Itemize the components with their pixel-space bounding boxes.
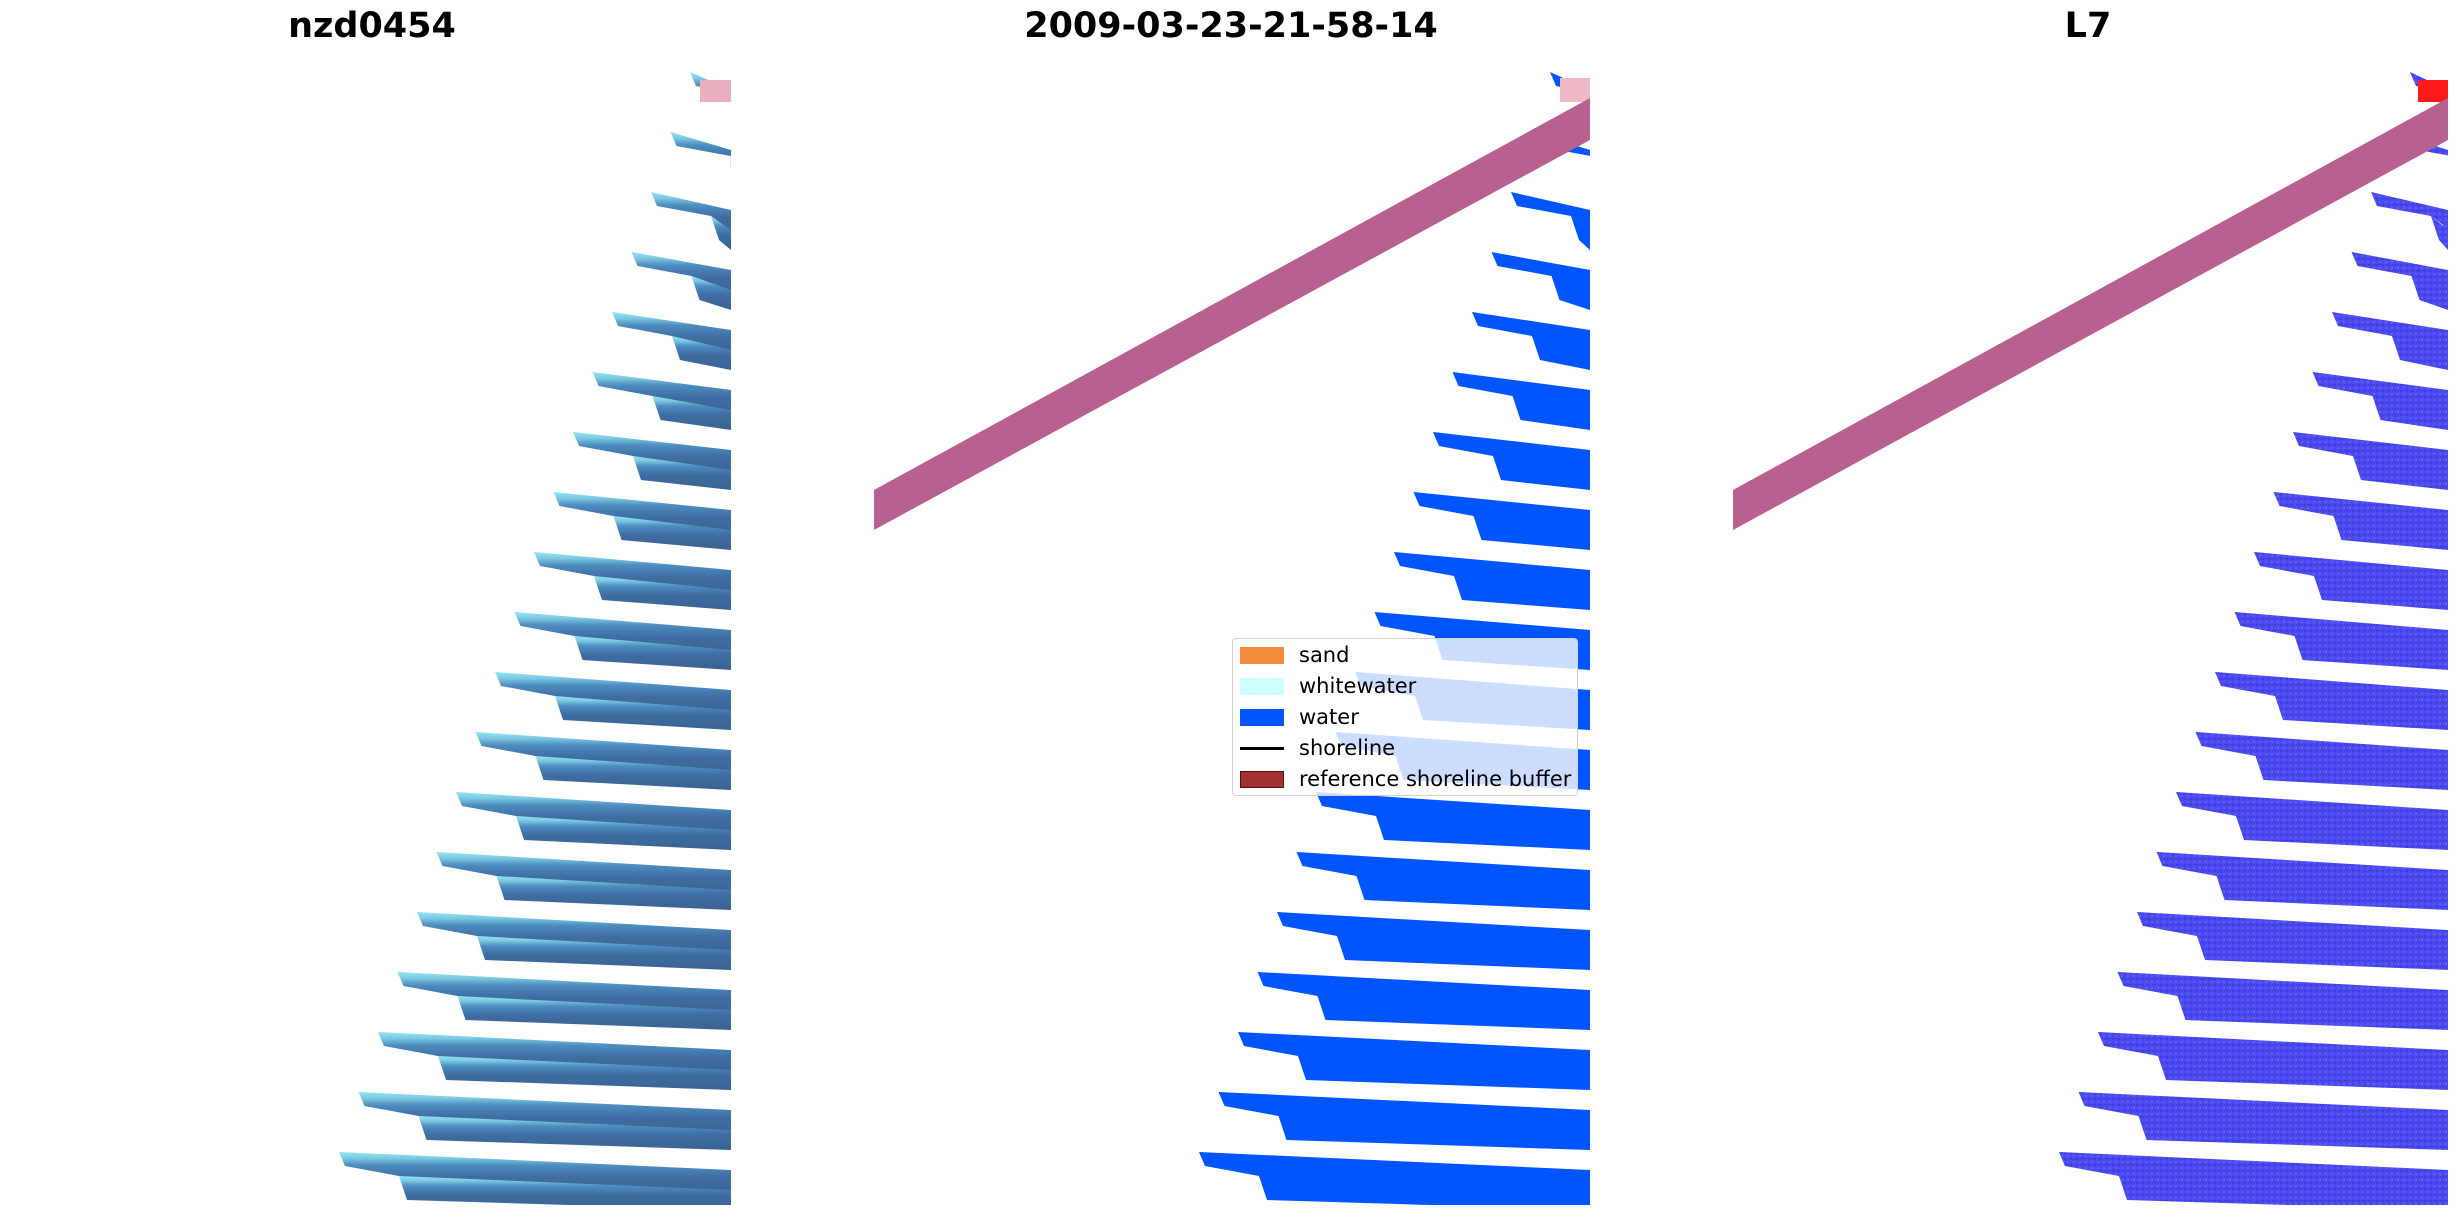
rgb-image-strip [496, 876, 731, 910]
rgb-image-strip [651, 192, 731, 237]
probability-strip [2353, 456, 2448, 490]
legend-entry-whitewater: whitewater [1240, 674, 1416, 698]
water-class-strip [1493, 456, 1590, 490]
water-class-strip [1511, 192, 1590, 237]
probability-strip [2098, 1032, 2448, 1077]
probability-strip [2138, 1116, 2448, 1150]
water-class-strip [1278, 1116, 1590, 1150]
water-class-strip [1356, 876, 1590, 910]
water-class-strip [1590, 96, 1618, 130]
rgb-image-strip [730, 156, 731, 190]
legend-entry-sand: sand [1240, 643, 1349, 667]
probability-strip [2275, 696, 2448, 730]
legend-entry-water: water [1240, 705, 1359, 729]
probability-strip [2333, 516, 2448, 550]
probability-strip [2392, 336, 2448, 370]
rgb-image-strip [691, 276, 731, 310]
panel-title-right: L7 [2064, 6, 2112, 46]
probability-strip [2411, 276, 2448, 310]
rgb-image-strip [672, 336, 731, 370]
legend-label-whitewater: whitewater [1299, 674, 1417, 698]
legend-swatch-reference-shoreline-buffer [1240, 770, 1284, 788]
rgb-image-strip [378, 1032, 731, 1077]
water-class-strip [1259, 1176, 1590, 1205]
rgb-image-strip [594, 576, 731, 610]
rgb-image-strip [633, 456, 731, 490]
rgb-image-strip [574, 636, 731, 670]
probability-strip [2448, 156, 2459, 190]
probability-strip [2448, 96, 2460, 130]
probability-strip [2294, 636, 2448, 670]
rgb-image-strip [731, 96, 758, 130]
sand-class-corner [1560, 78, 1590, 102]
probability-strip [2197, 936, 2448, 970]
water-class-strip [1571, 216, 1590, 250]
water-class-strip [1473, 516, 1590, 550]
rgb-image-strip [438, 1056, 731, 1090]
legend-label-shoreline: shoreline [1299, 736, 1396, 760]
rgb-image-strip [457, 996, 731, 1030]
rgb-image-strip [555, 696, 731, 730]
probability-strip [2177, 996, 2448, 1030]
rgb-image-strip [652, 396, 731, 430]
probability-strip [2158, 1056, 2448, 1090]
probability-corner [2418, 80, 2448, 102]
probability-strip [2431, 216, 2448, 250]
rgb-image-strip [399, 1176, 731, 1205]
rgb-image-strip [418, 1116, 731, 1150]
reference-shoreline-buffer [1733, 98, 2448, 530]
legend: sand whitewater water shoreline referenc… [1232, 638, 1578, 796]
water-class-strip [1551, 276, 1590, 310]
legend-swatch-sand [1240, 646, 1284, 664]
panel-title-middle: 2009-03-23-21-58-14 [1024, 6, 1438, 46]
water-class-strip [1298, 1056, 1590, 1090]
rgb-image-strip [711, 216, 731, 250]
rgb-image-strip [516, 816, 731, 850]
legend-label-water: water [1299, 705, 1359, 729]
rgb-image-strip [477, 936, 731, 970]
classified-image-panel [874, 72, 1618, 1205]
probability-strip [2351, 252, 2448, 297]
panel-title-left: nzd0454 [288, 6, 456, 46]
legend-entry-reference-shoreline-buffer: reference shoreline buffer [1240, 767, 1571, 791]
water-class-strip [1337, 936, 1590, 970]
rgb-image-corner [700, 80, 731, 102]
probability-strip [2119, 1176, 2448, 1205]
water-class-strip [1376, 816, 1590, 850]
rgb-image-panel [339, 72, 758, 1205]
legend-label-reference-shoreline-buffer: reference shoreline buffer [1299, 767, 1572, 791]
water-class-strip [1317, 996, 1590, 1030]
probability-strip [2216, 876, 2448, 910]
probability-strip [2314, 576, 2448, 610]
probability-strip [2236, 816, 2448, 850]
legend-entry-shoreline: shoreline [1240, 736, 1395, 760]
rgb-image-strip [670, 132, 731, 177]
reference-shoreline-buffer [874, 98, 1590, 530]
probability-strip [2255, 756, 2448, 790]
legend-swatch-shoreline [1240, 746, 1284, 750]
legend-label-sand: sand [1299, 643, 1350, 667]
probability-strip [2371, 192, 2448, 237]
rgb-image-strip [535, 756, 731, 790]
water-class-strip [1454, 576, 1590, 610]
probability-strip [2372, 396, 2448, 430]
water-class-strip [1532, 336, 1590, 370]
legend-swatch-water [1240, 708, 1284, 726]
rgb-image-strip [613, 516, 731, 550]
water-class-strip [1512, 396, 1590, 430]
water-class-strip [1590, 156, 1599, 190]
water-class-strip [1238, 1032, 1590, 1077]
legend-swatch-whitewater [1240, 677, 1284, 695]
probability-image-panel [1733, 72, 2460, 1205]
